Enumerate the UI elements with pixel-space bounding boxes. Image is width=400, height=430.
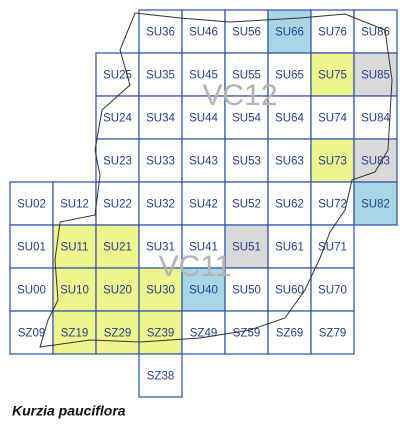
cell-label: SU34	[146, 113, 175, 125]
grid-cell	[138, 138, 183, 183]
grid-cell	[95, 95, 140, 140]
grid-cell	[9, 224, 54, 269]
cell-label: SU11	[61, 242, 89, 254]
cell-label: SU45	[189, 70, 218, 82]
grid-cell	[224, 95, 269, 140]
grid-cell	[9, 181, 54, 226]
cell-label: SU83	[361, 156, 390, 168]
cell-label: SZ69	[276, 328, 304, 340]
cell-label: SZ19	[61, 328, 89, 340]
county-outline	[39, 12, 393, 348]
grid-cell	[95, 181, 140, 226]
cell-label: SZ79	[319, 328, 347, 340]
cell-label: SU72	[318, 199, 347, 211]
grid-cell	[224, 138, 269, 183]
grid-cell	[95, 138, 140, 183]
grid-cell	[181, 138, 226, 183]
cell-label: SU65	[275, 70, 304, 82]
grid-cell	[52, 267, 97, 312]
cell-label: SZ09	[18, 328, 46, 340]
grid-cell	[181, 267, 226, 312]
cell-label: SU74	[318, 113, 347, 125]
cell-label: SU02	[17, 199, 46, 211]
cell-label: SU23	[103, 156, 132, 168]
cell-label: SU61	[275, 242, 304, 254]
cell-label: SU43	[189, 156, 218, 168]
cell-label: SU22	[103, 199, 132, 211]
cell-label: SU33	[146, 156, 175, 168]
grid-cell	[138, 310, 183, 355]
cell-label: SU32	[146, 199, 175, 211]
cell-label: SU01	[17, 242, 46, 254]
grid-cell	[138, 267, 183, 312]
grid-cell	[95, 310, 140, 355]
grid-cell	[181, 310, 226, 355]
grid-cell	[95, 267, 140, 312]
cell-label: SU00	[17, 285, 46, 297]
cell-label: SU64	[275, 113, 304, 125]
cell-label: SU35	[146, 70, 175, 82]
grid-cell	[181, 9, 226, 54]
cell-label: SU10	[60, 285, 89, 297]
cell-label: SU76	[318, 27, 347, 39]
grid-cell	[181, 95, 226, 140]
cell-label: SU36	[146, 27, 175, 39]
cell-label: SU55	[232, 70, 261, 82]
cell-label: SU46	[189, 27, 218, 39]
cell-label: SU60	[275, 285, 304, 297]
cell-label: SU63	[275, 156, 304, 168]
cell-label: SU66	[275, 27, 304, 39]
grid-cell	[353, 52, 398, 97]
cell-label: SU40	[189, 285, 218, 297]
cell-label: SU42	[189, 199, 218, 211]
grid-cell	[310, 310, 355, 355]
grid-cell	[310, 52, 355, 97]
grid-cell	[52, 224, 97, 269]
cell-label: SU73	[318, 156, 347, 168]
grid-cell	[9, 310, 54, 355]
cell-label: SU82	[361, 199, 390, 211]
cell-label: SU56	[232, 27, 261, 39]
cell-label: SU50	[232, 285, 261, 297]
grid-cell	[138, 353, 183, 398]
grid-cell	[138, 95, 183, 140]
cell-label: SU25	[103, 70, 132, 82]
cell-label: SU70	[318, 285, 347, 297]
cell-label: SU21	[103, 242, 132, 254]
cell-label: SU53	[232, 156, 261, 168]
grid-cell	[95, 52, 140, 97]
cell-label: SU30	[146, 285, 175, 297]
cell-label: SU12	[60, 199, 89, 211]
grid-cell	[181, 52, 226, 97]
region-label: VC12	[202, 79, 277, 112]
region-label: VC11	[159, 250, 232, 283]
cell-label: SU52	[232, 199, 261, 211]
cell-label: SU44	[189, 113, 218, 125]
cell-label: SU41	[189, 242, 218, 254]
cell-label: SU62	[275, 199, 304, 211]
grid-cell	[52, 310, 97, 355]
cell-label: SZ29	[104, 328, 132, 340]
cell-label: SU24	[103, 113, 132, 125]
cell-label: SU20	[103, 285, 132, 297]
cell-label: SU54	[232, 113, 261, 125]
cell-label: SZ59	[233, 328, 261, 340]
grid-cell	[267, 138, 312, 183]
grid-cell	[353, 9, 398, 54]
cell-label: SU51	[232, 242, 261, 254]
cell-label: SU84	[361, 113, 390, 125]
grid-cell	[310, 267, 355, 312]
grid-cell	[267, 95, 312, 140]
species-name: Kurzia pauciflora	[12, 403, 126, 419]
grid-cell	[224, 224, 269, 269]
cell-label: SU31	[146, 242, 175, 254]
grid-cell	[224, 267, 269, 312]
cell-label: SZ38	[147, 371, 175, 383]
cell-label: SU75	[318, 70, 347, 82]
cell-label: SU85	[361, 70, 390, 82]
cell-label: SZ39	[147, 328, 175, 340]
grid-cell	[353, 181, 398, 226]
